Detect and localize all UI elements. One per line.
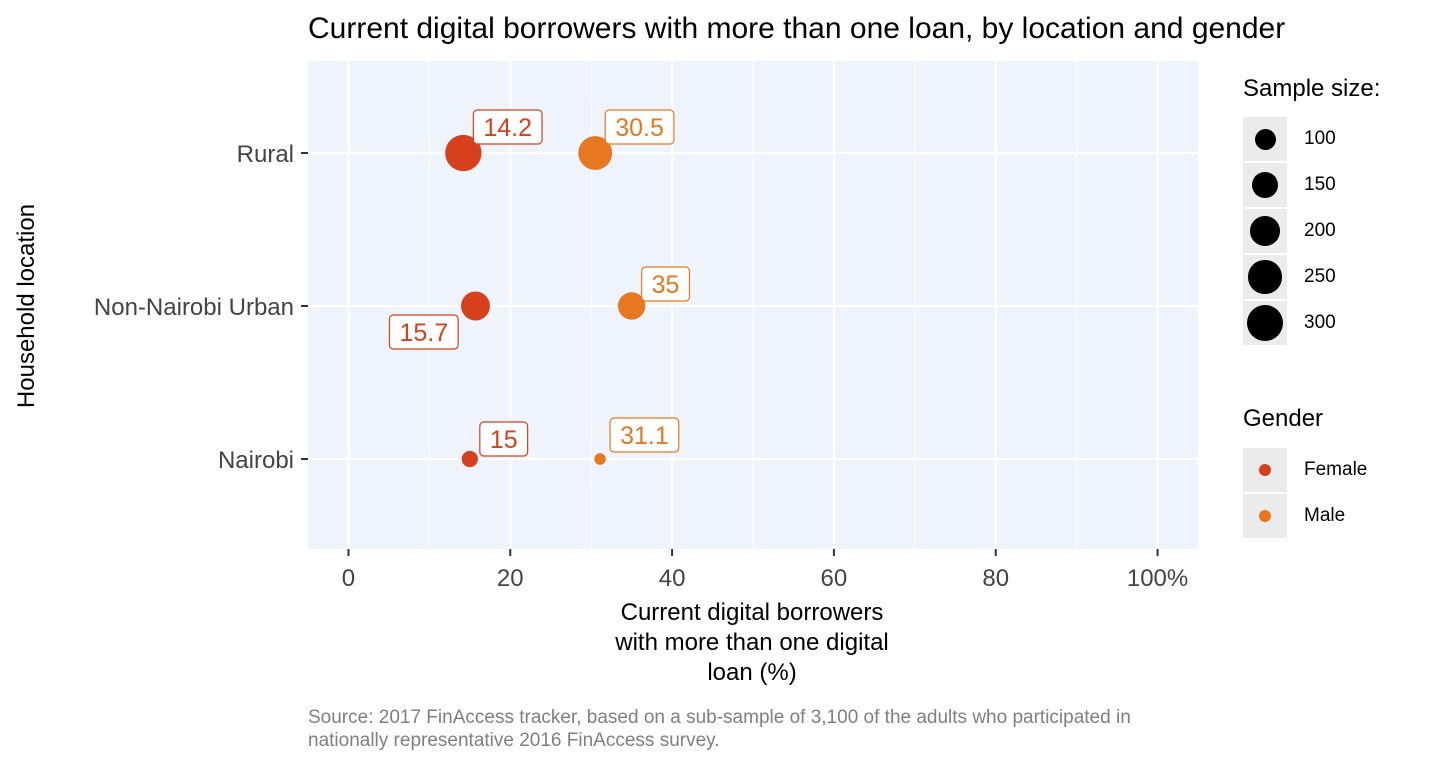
y-axis-label: Household location <box>13 203 40 409</box>
data-label: 31.1 <box>609 417 680 453</box>
legend-gender-label: Female <box>1304 459 1368 480</box>
source-caption: Source: 2017 FinAccess tracker, based on… <box>308 707 1131 751</box>
data-label-text: 30.5 <box>615 114 664 142</box>
y-tick-label: Nairobi <box>218 447 294 474</box>
legend-size-dot <box>1246 304 1284 342</box>
legend-gender-label: Male <box>1304 505 1346 526</box>
data-label-text: 14.2 <box>483 114 532 142</box>
x-tick-label: 60 <box>821 565 848 592</box>
data-label-text: 15.7 <box>399 319 448 347</box>
legend-size-dot <box>1252 172 1278 198</box>
data-label-box <box>479 421 529 457</box>
data-point <box>617 292 646 320</box>
legend-size-dot <box>1254 128 1276 150</box>
data-label-text: 35 <box>652 271 680 299</box>
data-label-box <box>641 266 691 302</box>
legend-size-label: 200 <box>1304 220 1336 241</box>
data-label-box <box>472 109 543 145</box>
legend-size-dot <box>1248 260 1282 294</box>
x-axis-label-line: loan (%) <box>707 659 797 686</box>
x-tick-label: 20 <box>497 565 524 592</box>
data-label: 15.7 <box>388 314 459 350</box>
x-axis-label: Current digital borrowers with more than… <box>552 598 952 688</box>
data-point <box>445 134 482 172</box>
legend-size-label: 250 <box>1304 266 1336 287</box>
data-label-box <box>604 109 675 145</box>
data-label-text: 15 <box>490 426 518 454</box>
legend-size-key <box>1243 255 1287 299</box>
legend-gender-key <box>1243 494 1287 538</box>
x-tick-label: 80 <box>982 565 1009 592</box>
legend-gender-dot <box>1259 510 1271 522</box>
legend-size-key <box>1243 301 1287 345</box>
legend-size-key <box>1243 163 1287 207</box>
x-tick-label: 40 <box>659 565 686 592</box>
data-label: 14.2 <box>472 109 543 145</box>
data-label: 15 <box>479 421 529 457</box>
data-point <box>461 450 478 468</box>
legend-size-label: 300 <box>1304 312 1336 333</box>
data-label: 30.5 <box>604 109 675 145</box>
legend-size-key <box>1243 117 1287 161</box>
x-axis-label-line: Current digital borrowers <box>620 599 884 626</box>
data-label-box <box>609 417 680 453</box>
legend-size-title: Sample size: <box>1243 75 1381 102</box>
legend-gender-title: Gender <box>1243 405 1324 432</box>
x-tick-label: 0 <box>342 565 355 592</box>
data-label: 35 <box>641 266 691 302</box>
legend-size-label: 150 <box>1304 174 1336 195</box>
legend-size-key <box>1243 209 1287 253</box>
legend-size-dot <box>1250 216 1280 246</box>
data-point <box>461 291 490 321</box>
x-tick-label: 100% <box>1127 565 1188 592</box>
data-label-box <box>388 314 459 350</box>
legend-gender-dot <box>1259 464 1271 476</box>
chart-title: Current digital borrowers with more than… <box>308 12 1286 45</box>
y-tick-label: Non-Nairobi Urban <box>94 294 294 321</box>
data-point <box>594 453 606 465</box>
legend-gender-key <box>1243 448 1287 492</box>
y-tick-label: Rural <box>237 141 294 168</box>
data-label-text: 31.1 <box>620 422 669 450</box>
legend-size-label: 100 <box>1304 128 1336 149</box>
x-axis-label-line: with more than one digital <box>615 629 889 656</box>
data-point <box>578 136 613 170</box>
